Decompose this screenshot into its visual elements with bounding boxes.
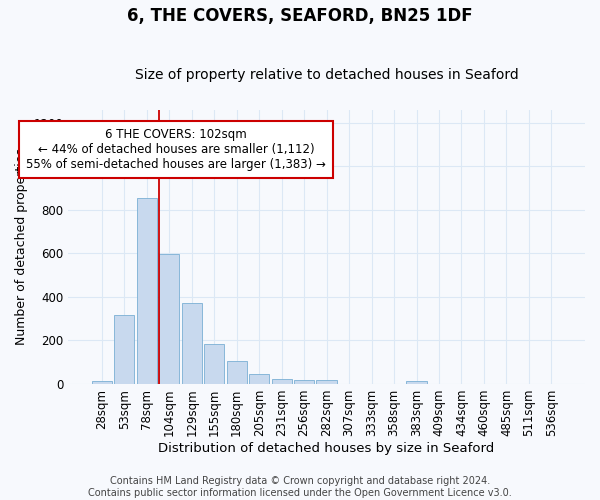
Y-axis label: Number of detached properties: Number of detached properties [15,148,28,346]
Bar [249,374,269,384]
Bar [204,344,224,384]
Text: 6 THE COVERS: 102sqm
← 44% of detached houses are smaller (1,112)
55% of semi-de: 6 THE COVERS: 102sqm ← 44% of detached h… [26,128,326,171]
Bar [294,380,314,384]
Text: 6, THE COVERS, SEAFORD, BN25 1DF: 6, THE COVERS, SEAFORD, BN25 1DF [127,8,473,26]
Title: Size of property relative to detached houses in Seaford: Size of property relative to detached ho… [135,68,518,82]
Text: Contains HM Land Registry data © Crown copyright and database right 2024.
Contai: Contains HM Land Registry data © Crown c… [88,476,512,498]
Bar [272,379,292,384]
Bar [92,380,112,384]
Bar [227,360,247,384]
Bar [114,314,134,384]
Bar [316,380,337,384]
Bar [137,198,157,384]
X-axis label: Distribution of detached houses by size in Seaford: Distribution of detached houses by size … [158,442,495,455]
Bar [182,304,202,384]
Bar [406,382,427,384]
Bar [159,254,179,384]
